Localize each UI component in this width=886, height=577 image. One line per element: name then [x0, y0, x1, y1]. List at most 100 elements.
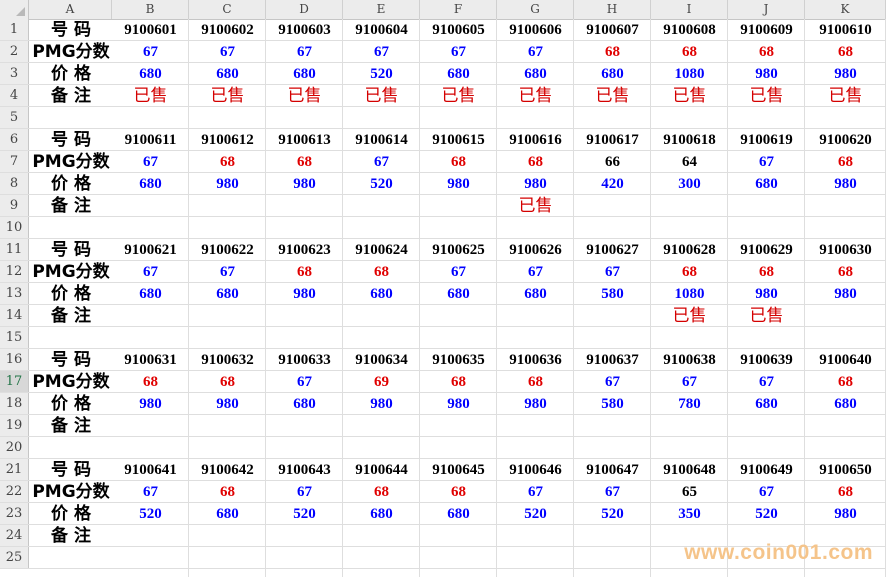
cell-price[interactable]: 980 [293, 286, 316, 302]
cell-pmg-score[interactable]: 67 [143, 44, 158, 60]
cell-pmg-score[interactable]: 68 [374, 484, 389, 500]
cell-price[interactable]: 520 [293, 506, 316, 522]
cell-pmg-score[interactable]: 67 [143, 484, 158, 500]
column-header-g[interactable]: G [497, 0, 574, 19]
row-header-20[interactable]: 20 [0, 437, 29, 459]
cell-price[interactable]: 980 [834, 176, 857, 192]
cell-pmg-score[interactable]: 67 [682, 374, 697, 390]
cell-serial-number[interactable]: 9100610 [819, 22, 872, 38]
cell-pmg-score[interactable]: 67 [297, 44, 312, 60]
cell-serial-number[interactable]: 9100604 [355, 22, 408, 38]
column-header-h[interactable]: H [574, 0, 651, 19]
row-header-17[interactable]: 17 [0, 371, 29, 393]
cell-serial-number[interactable]: 9100617 [586, 132, 639, 148]
cell-pmg-score[interactable]: 67 [759, 484, 774, 500]
cell-pmg-score[interactable]: 67 [759, 374, 774, 390]
cell-price[interactable]: 420 [601, 176, 624, 192]
column-header-e[interactable]: E [343, 0, 420, 19]
cell-price[interactable]: 680 [447, 286, 470, 302]
cell-pmg-score[interactable]: 67 [297, 374, 312, 390]
row-header-11[interactable]: 11 [0, 239, 29, 261]
cell-serial-number[interactable]: 9100635 [432, 352, 485, 368]
cell-price[interactable]: 780 [678, 396, 701, 412]
cell-price[interactable]: 980 [370, 396, 393, 412]
cell-serial-number[interactable]: 9100625 [432, 242, 485, 258]
cell-pmg-score[interactable]: 64 [682, 154, 697, 170]
cell-pmg-score[interactable]: 68 [528, 374, 543, 390]
cell-serial-number[interactable]: 9100619 [740, 132, 793, 148]
cell-serial-number[interactable]: 9100623 [278, 242, 331, 258]
cell-price[interactable]: 520 [370, 176, 393, 192]
cell-serial-number[interactable]: 9100648 [663, 462, 716, 478]
cell-pmg-score[interactable]: 67 [528, 44, 543, 60]
cell-pmg-score[interactable]: 67 [759, 154, 774, 170]
cell-price[interactable]: 680 [293, 66, 316, 82]
cell-serial-number[interactable]: 9100641 [124, 462, 177, 478]
cell-price[interactable]: 680 [447, 506, 470, 522]
cell-pmg-score[interactable]: 67 [374, 154, 389, 170]
cell-serial-number[interactable]: 9100613 [278, 132, 331, 148]
cell-serial-number[interactable]: 9100620 [819, 132, 872, 148]
cell-price[interactable]: 680 [447, 66, 470, 82]
cell-serial-number[interactable]: 9100645 [432, 462, 485, 478]
cell-remark-sold[interactable]: 已售 [441, 86, 476, 106]
cell-price[interactable]: 680 [370, 506, 393, 522]
cell-pmg-score[interactable]: 68 [374, 264, 389, 280]
cell-serial-number[interactable]: 9100642 [201, 462, 254, 478]
row-header-12[interactable]: 12 [0, 261, 29, 283]
cell-serial-number[interactable]: 9100631 [124, 352, 177, 368]
cell-pmg-score[interactable]: 67 [143, 154, 158, 170]
cell-pmg-score[interactable]: 67 [220, 44, 235, 60]
row-header-18[interactable]: 18 [0, 393, 29, 415]
cell-price[interactable]: 680 [524, 66, 547, 82]
cell-pmg-score[interactable]: 68 [451, 154, 466, 170]
cell-pmg-score[interactable]: 68 [528, 154, 543, 170]
cell-pmg-score[interactable]: 68 [759, 264, 774, 280]
cell-pmg-score[interactable]: 67 [528, 484, 543, 500]
row-header-1[interactable]: 1 [0, 19, 29, 41]
cell-price[interactable]: 980 [524, 396, 547, 412]
cell-price[interactable]: 680 [601, 66, 624, 82]
cell-serial-number[interactable]: 9100622 [201, 242, 254, 258]
column-header-j[interactable]: J [728, 0, 805, 19]
cell-price[interactable]: 680 [216, 286, 239, 302]
cell-price[interactable]: 980 [834, 286, 857, 302]
row-header-3[interactable]: 3 [0, 63, 29, 85]
cell-remark-sold[interactable]: 已售 [828, 86, 863, 106]
cell-serial-number[interactable]: 9100602 [201, 22, 254, 38]
row-header-14[interactable]: 14 [0, 305, 29, 327]
column-header-k[interactable]: K [805, 0, 886, 19]
cell-pmg-score[interactable]: 68 [838, 154, 853, 170]
cell-price[interactable]: 680 [524, 286, 547, 302]
cell-price[interactable]: 680 [216, 66, 239, 82]
column-header-c[interactable]: C [189, 0, 266, 19]
cell-pmg-score[interactable]: 65 [682, 484, 697, 500]
row-header-24[interactable]: 24 [0, 525, 29, 547]
cell-pmg-score[interactable]: 67 [605, 374, 620, 390]
cell-price[interactable]: 980 [447, 396, 470, 412]
cell-price[interactable]: 520 [524, 506, 547, 522]
cell-pmg-score[interactable]: 68 [220, 374, 235, 390]
cell-serial-number[interactable]: 9100646 [509, 462, 562, 478]
cell-pmg-score[interactable]: 68 [838, 484, 853, 500]
cell-serial-number[interactable]: 9100636 [509, 352, 562, 368]
row-header-8[interactable]: 8 [0, 173, 29, 195]
cell-pmg-score[interactable]: 68 [682, 44, 697, 60]
cell-pmg-score[interactable]: 69 [374, 374, 389, 390]
row-header-6[interactable]: 6 [0, 129, 29, 151]
row-header-21[interactable]: 21 [0, 459, 29, 481]
cell-serial-number[interactable]: 9100607 [586, 22, 639, 38]
cell-price[interactable]: 980 [293, 176, 316, 192]
cell-serial-number[interactable]: 9100611 [124, 132, 177, 148]
cell-serial-number[interactable]: 9100640 [819, 352, 872, 368]
cell-remark-sold[interactable]: 已售 [210, 86, 245, 106]
cell-pmg-score[interactable]: 68 [297, 154, 312, 170]
cell-price[interactable]: 300 [678, 176, 701, 192]
row-header-10[interactable]: 10 [0, 217, 29, 239]
cell-remark-sold[interactable]: 已售 [672, 306, 707, 326]
row-header-15[interactable]: 15 [0, 327, 29, 349]
cell-price[interactable]: 680 [293, 396, 316, 412]
cell-price[interactable]: 680 [216, 506, 239, 522]
cell-price[interactable]: 1080 [674, 66, 705, 82]
cell-serial-number[interactable]: 9100605 [432, 22, 485, 38]
